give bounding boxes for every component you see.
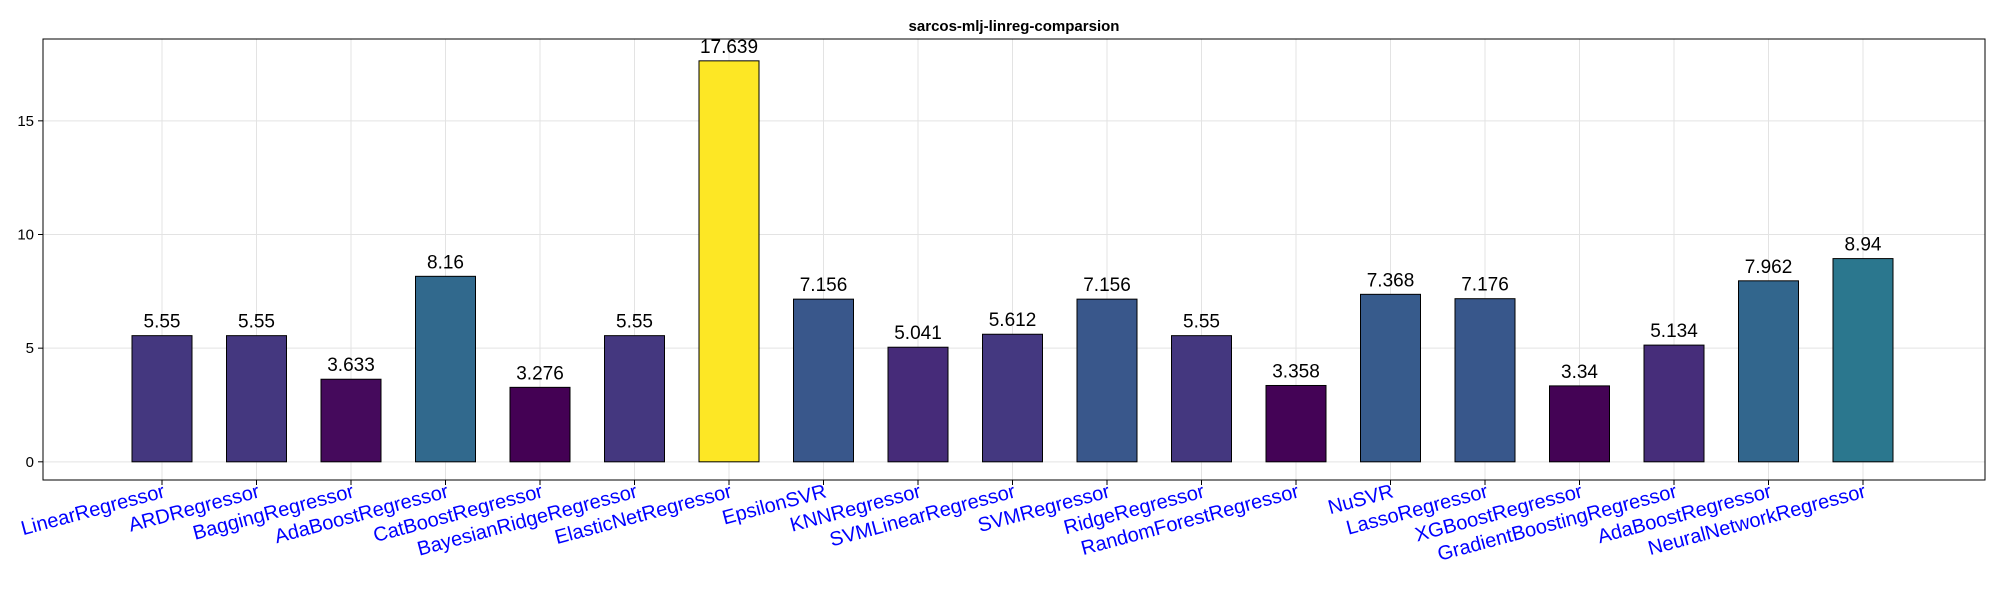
bar — [1454, 298, 1516, 463]
bar — [1265, 384, 1327, 463]
x-axis-ticks: LinearRegressorARDRegressorBaggingRegres… — [19, 480, 1869, 566]
y-axis-ticks: 0 5 10 15 — [17, 113, 43, 471]
bar — [1076, 298, 1138, 463]
bar — [1738, 280, 1799, 463]
data-label: 5.134 — [1650, 321, 1698, 342]
data-label: 17.639 — [700, 37, 758, 58]
bar — [509, 386, 571, 463]
plot-frame — [42, 38, 1986, 481]
data-label: 7.368 — [1367, 270, 1415, 291]
data-label: 7.962 — [1745, 257, 1793, 278]
data-label: 5.55 — [1183, 312, 1220, 333]
y-tick-label: 10 — [17, 226, 34, 243]
data-label: 5.55 — [616, 312, 653, 333]
bar — [1171, 335, 1232, 463]
y-tick-label: 0 — [26, 454, 34, 471]
data-label: 5.55 — [144, 312, 181, 333]
data-label: 7.176 — [1461, 275, 1509, 296]
data-label: 3.633 — [327, 355, 375, 376]
data-label: 7.156 — [800, 275, 848, 296]
bar — [604, 335, 665, 463]
data-label: 5.55 — [238, 312, 275, 333]
data-label: 8.94 — [1845, 235, 1882, 256]
data-label: 7.156 — [1083, 275, 1131, 296]
data-label: 8.16 — [427, 252, 464, 273]
bar — [698, 60, 760, 463]
bar — [1643, 344, 1705, 463]
data-label: 5.041 — [894, 323, 942, 344]
bar — [887, 346, 949, 463]
data-label: 5.612 — [989, 310, 1037, 331]
bar — [320, 378, 382, 463]
data-labels: 5.55 5.55 3.633 8.16 3.276 5.55 17.639 7.156 5.0… — [144, 37, 1882, 384]
bar — [131, 335, 193, 463]
bar — [982, 333, 1043, 463]
bar — [226, 335, 287, 463]
bar — [1832, 258, 1894, 463]
data-label: 3.34 — [1561, 362, 1598, 383]
data-label: 3.358 — [1272, 361, 1320, 382]
y-tick-label: 5 — [26, 340, 34, 357]
bar — [415, 275, 476, 463]
chart-title: sarcos-mlj-linreg-comparsion — [909, 18, 1120, 35]
bar — [1549, 385, 1610, 463]
bar — [793, 298, 854, 463]
data-label: 3.276 — [516, 363, 564, 384]
y-tick-label: 15 — [17, 113, 34, 130]
bars — [131, 60, 1894, 463]
bar — [1360, 293, 1421, 463]
